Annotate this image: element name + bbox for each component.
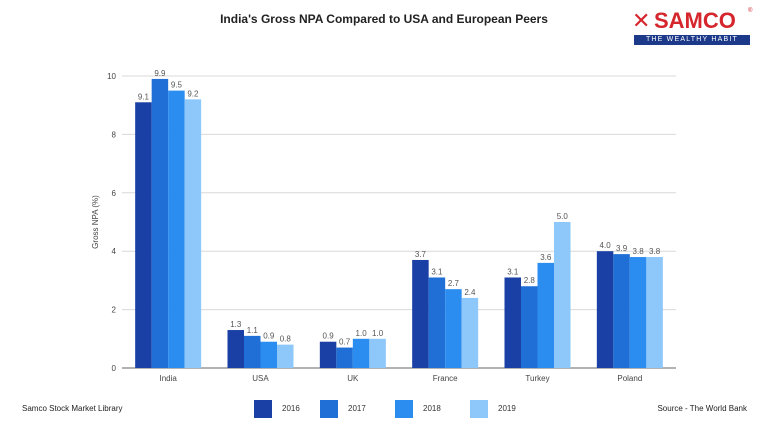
data-label: 3.1 — [431, 267, 443, 276]
data-label: 2.7 — [448, 279, 460, 288]
logo-tagline: THE WEALTHY HABIT — [634, 35, 750, 45]
bar — [629, 257, 647, 368]
data-label: 9.5 — [171, 81, 183, 90]
legend-label-2016: 2016 — [282, 404, 300, 413]
y-tick-label: 8 — [112, 130, 117, 139]
y-axis-label: Gross NPA (%) — [91, 195, 100, 249]
data-label: 9.1 — [138, 92, 150, 101]
y-tick-label: 2 — [112, 306, 117, 315]
bar — [277, 344, 294, 368]
x-tick-label: USA — [252, 374, 269, 383]
bar — [135, 102, 152, 368]
bar — [613, 254, 630, 368]
data-label: 3.9 — [616, 244, 628, 253]
bar — [244, 335, 261, 368]
bar — [537, 262, 554, 368]
data-label: 9.2 — [187, 89, 199, 98]
logo-registered-mark: ® — [748, 8, 753, 14]
x-tick-label: Poland — [617, 374, 642, 383]
legend-label-2019: 2019 — [498, 404, 516, 413]
data-label: 2.8 — [524, 276, 536, 285]
data-label: 0.9 — [263, 332, 275, 341]
data-label: 5.0 — [557, 212, 569, 221]
bar — [227, 330, 244, 368]
y-tick-label: 0 — [112, 364, 117, 373]
bar — [504, 277, 521, 368]
data-label: 1.0 — [356, 329, 368, 338]
legend-swatch-2019 — [470, 400, 488, 418]
x-tick-label: Turkey — [525, 374, 549, 383]
bar — [168, 90, 185, 368]
data-label: 3.8 — [649, 247, 661, 256]
bar — [352, 338, 370, 368]
bar — [369, 338, 386, 368]
bar — [260, 341, 277, 368]
logo-wordmark: SAMCO — [654, 8, 736, 33]
data-label: 2.4 — [464, 288, 476, 297]
y-tick-label: 6 — [112, 189, 117, 198]
bar — [554, 222, 571, 368]
x-tick-label: UK — [347, 374, 359, 383]
legend-swatch-2016 — [254, 400, 272, 418]
footer-source-label: Source - The World Bank — [657, 404, 747, 413]
bar — [521, 286, 538, 368]
data-label: 3.1 — [507, 267, 519, 276]
data-label: 3.6 — [540, 253, 552, 262]
legend-label-2017: 2017 — [348, 404, 366, 413]
bar — [445, 289, 462, 368]
bar — [151, 78, 169, 369]
data-label: 1.3 — [230, 320, 242, 329]
data-label: 4.0 — [600, 241, 612, 250]
bar — [412, 259, 429, 368]
bar — [461, 297, 479, 368]
data-label: 1.1 — [247, 326, 259, 335]
bar — [646, 257, 663, 368]
legend-swatch-2018 — [395, 400, 413, 418]
legend-swatch-2017 — [320, 400, 338, 418]
data-label: 3.8 — [633, 247, 645, 256]
data-label: 0.9 — [323, 332, 335, 341]
bar — [428, 277, 446, 368]
footer-library-label: Samco Stock Market Library — [22, 404, 123, 413]
legend-label-2018: 2018 — [423, 404, 441, 413]
y-tick-label: 10 — [107, 72, 116, 81]
samco-logo: ✕ SAMCO ® THE WEALTHY HABIT — [632, 8, 754, 46]
data-label: 0.7 — [339, 338, 351, 347]
x-tick-label: India — [159, 374, 177, 383]
data-label: 1.0 — [372, 329, 384, 338]
bar — [596, 251, 614, 368]
data-label: 9.9 — [154, 69, 166, 78]
data-label: 3.7 — [415, 250, 427, 259]
chart-title: India's Gross NPA Compared to USA and Eu… — [220, 12, 548, 26]
y-tick-label: 4 — [112, 247, 117, 256]
logo-mark-icon: ✕ — [632, 8, 650, 33]
data-label: 0.8 — [280, 335, 292, 344]
bar — [184, 99, 202, 369]
x-tick-label: France — [433, 374, 458, 383]
bar — [336, 347, 353, 368]
bar — [319, 341, 337, 368]
